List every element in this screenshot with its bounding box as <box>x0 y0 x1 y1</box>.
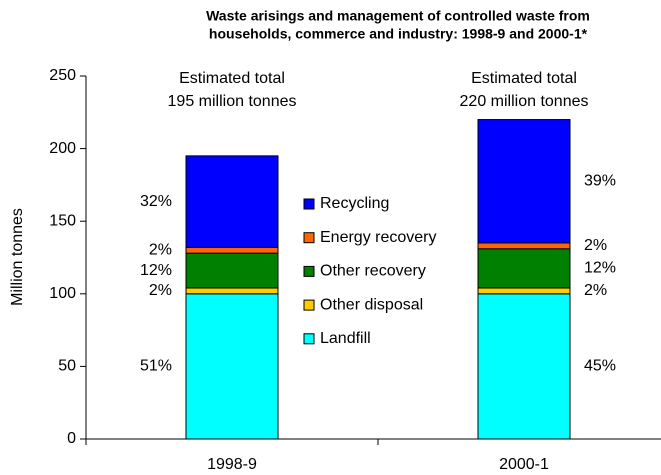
bar-segment <box>185 155 279 248</box>
share-label: 12% <box>584 260 616 277</box>
legend-swatch <box>303 299 315 311</box>
y-axis-label: Million tonnes <box>9 208 26 306</box>
y-tick-label: 50 <box>58 358 76 375</box>
bar-segment <box>477 287 571 295</box>
bar-segment <box>477 293 571 440</box>
total-label: Estimated total <box>179 70 285 87</box>
share-label: 39% <box>584 172 616 189</box>
total-label: 220 million tonnes <box>460 93 589 110</box>
y-tick-label: 0 <box>67 430 76 447</box>
share-label: 12% <box>140 262 172 279</box>
legend-label: Other disposal <box>320 296 423 313</box>
legend-swatch <box>303 265 315 277</box>
chart-title: Waste arisings and management of control… <box>206 8 590 24</box>
share-label: 32% <box>140 193 172 210</box>
x-tick-label: 2000-1 <box>499 456 549 473</box>
share-label: 2% <box>149 241 172 258</box>
bar-segment <box>185 246 279 254</box>
chart-title: households, commerce and industry: 1998-… <box>209 26 588 42</box>
bar-segment <box>477 242 571 250</box>
total-label: 195 million tonnes <box>168 93 297 110</box>
bar-segment <box>185 252 279 289</box>
y-tick-label: 200 <box>49 140 76 157</box>
bar-segment <box>477 248 571 289</box>
y-tick-label: 250 <box>49 67 76 84</box>
y-tick-label: 100 <box>49 285 76 302</box>
legend-label: Recycling <box>320 195 389 212</box>
legend-label: Other recovery <box>320 263 426 280</box>
legend-swatch <box>303 333 315 345</box>
share-label: 2% <box>149 282 172 299</box>
legend-swatch <box>303 198 315 210</box>
bar-segment <box>477 119 571 244</box>
total-label: Estimated total <box>471 70 577 87</box>
y-tick-label: 150 <box>49 212 76 229</box>
bar-segment <box>185 287 279 295</box>
share-label: 51% <box>140 358 172 375</box>
legend-label: Landfill <box>320 330 371 347</box>
share-label: 2% <box>584 237 607 254</box>
legend-swatch <box>303 232 315 244</box>
x-tick-label: 1998-9 <box>207 456 257 473</box>
share-label: 2% <box>584 282 607 299</box>
bar-segment <box>185 293 279 440</box>
legend-label: Energy recovery <box>320 229 437 246</box>
share-label: 45% <box>584 358 616 375</box>
